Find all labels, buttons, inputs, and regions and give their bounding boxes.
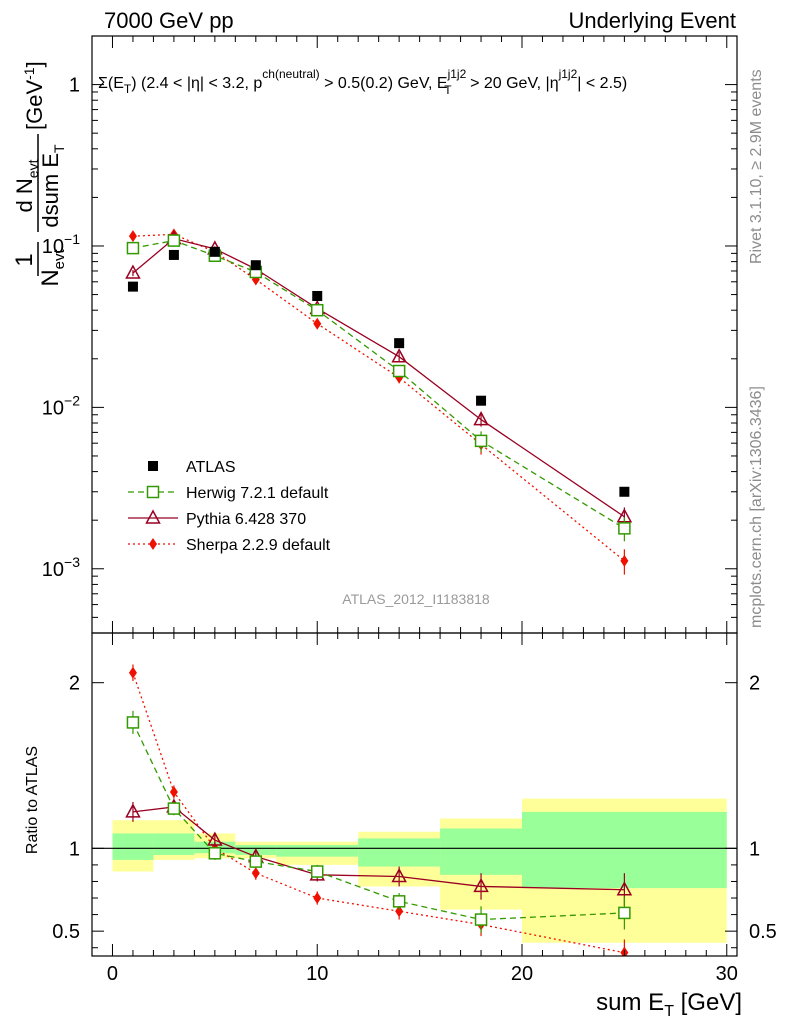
ratio-point	[313, 892, 322, 905]
data-point	[391, 348, 407, 363]
ratio-point	[249, 855, 263, 868]
ratio-ticks: 0 10 20 30 0.5 0.5 1 1 2 2	[52, 633, 777, 985]
uncertainty-band-inner	[276, 845, 359, 857]
header-left: 7000 GeV pp	[104, 8, 234, 33]
ratio-y-tick-label: 2	[69, 673, 80, 695]
ratio-point	[616, 881, 633, 896]
ratio-point	[618, 906, 631, 920]
ratio-content	[92, 664, 737, 956]
legend-marker	[149, 538, 157, 550]
y-tick-label: 10−1	[42, 231, 80, 258]
data-point	[128, 230, 137, 243]
data-point	[312, 290, 323, 301]
svg-text:Nevt: Nevt	[37, 248, 68, 286]
x-axis-label: sum ET [GeV]	[596, 989, 742, 1020]
uncertainty-band-inner	[112, 833, 154, 860]
x-tick-label: 30	[716, 963, 738, 985]
data-point	[394, 338, 405, 349]
main-ticks: 1 10−1 10−2 10−3	[42, 35, 737, 634]
data-point	[474, 434, 488, 448]
data-point	[473, 411, 489, 426]
ratio-point	[208, 847, 222, 860]
data-point	[125, 264, 141, 279]
svg-text:dsum ET: dsum ET	[38, 144, 67, 228]
svg-text:d Nevt: d Nevt	[12, 159, 41, 212]
x-tick-label: 0	[107, 963, 118, 985]
uncertainty-band-inner	[358, 838, 441, 867]
ratio-point	[128, 666, 137, 679]
data-point	[168, 249, 179, 260]
x-tick-label: 10	[306, 963, 328, 985]
ratio-y-tick-label-right: 2	[749, 673, 760, 695]
ratio-point	[251, 867, 260, 880]
data-point	[313, 317, 322, 330]
series-line	[132, 239, 625, 529]
data-point	[250, 260, 261, 271]
legend-label: Sherpa 2.2.9 default	[186, 537, 331, 554]
svg-text:1: 1	[11, 253, 38, 266]
ratio-point	[391, 867, 407, 883]
ratio-point	[169, 786, 178, 799]
rivet-label: Rivet 3.1.10, ≥ 2.9M events	[748, 69, 765, 264]
ratio-point	[473, 877, 489, 893]
main-marks	[125, 228, 633, 575]
series-line	[132, 233, 625, 562]
legend: ATLAS Herwig 7.2.1 default Pythia 6.428 37…	[128, 459, 331, 554]
analysis-watermark: ATLAS_2012_I1183818	[342, 591, 490, 607]
data-point	[167, 234, 181, 247]
mcplots-label: mcplots.cern.ch [arXiv:1306.3436]	[748, 386, 765, 628]
data-point	[619, 486, 630, 497]
ratio-line	[132, 672, 625, 954]
data-point	[476, 395, 487, 406]
ratio-point	[207, 831, 223, 846]
legend-label: Herwig 7.2.1 default	[186, 485, 329, 502]
ratio-line	[132, 722, 625, 921]
y-axis-label-ratio: Ratio to ATLAS	[24, 746, 41, 854]
y-tick-label: 1	[69, 75, 80, 97]
uncertainty-band-inner	[440, 828, 522, 875]
data-point	[392, 364, 406, 378]
data-point	[127, 281, 138, 292]
main-panel: 1 10−1 10−2 10−3	[42, 35, 738, 634]
uncertainty-band-inner	[153, 833, 195, 855]
ratio-point	[392, 895, 406, 908]
cut-label: Σ(ET) (2.4 < |η| < 3.2, pch(neutral) > 0…	[98, 67, 627, 97]
ratio-point	[474, 913, 488, 926]
ratio-y-tick-label: 1	[69, 838, 80, 860]
ratio-y-tick-label-right: 0.5	[749, 921, 777, 943]
y-tick-label: 10−3	[42, 554, 80, 581]
data-point	[209, 246, 220, 257]
ratio-marks	[92, 664, 737, 956]
ratio-point	[167, 802, 181, 815]
ratio-point	[125, 803, 141, 818]
data-point	[618, 522, 631, 535]
ratio-y-tick-label: 0.5	[52, 921, 80, 943]
header-right: Underlying Event	[568, 8, 736, 33]
ratio-y-tick-label-right: 1	[749, 838, 760, 860]
legend-label: ATLAS	[186, 459, 236, 476]
y-tick-label: 10−2	[42, 392, 80, 419]
legend-marker	[148, 461, 158, 471]
ratio-panel: 0 10 20 30 0.5 0.5 1 1 2 2	[52, 632, 777, 985]
ratio-point	[310, 865, 324, 878]
data-point	[620, 554, 629, 567]
data-point	[126, 241, 140, 255]
legend-marker	[145, 509, 161, 524]
ratio-point	[395, 905, 404, 918]
ratio-point	[126, 716, 140, 729]
legend-label: Pythia 6.428 370	[186, 511, 306, 528]
svg-text:[GeV-1]: [GeV-1]	[21, 61, 47, 130]
ratio-frame	[91, 632, 738, 957]
data-point	[310, 303, 324, 317]
series-line	[132, 237, 625, 518]
y-axis-label-top: 1 Nevt d Nevt dsum ET [GeV-1]	[11, 61, 68, 286]
x-tick-label: 20	[511, 963, 533, 985]
legend-marker	[146, 485, 160, 499]
